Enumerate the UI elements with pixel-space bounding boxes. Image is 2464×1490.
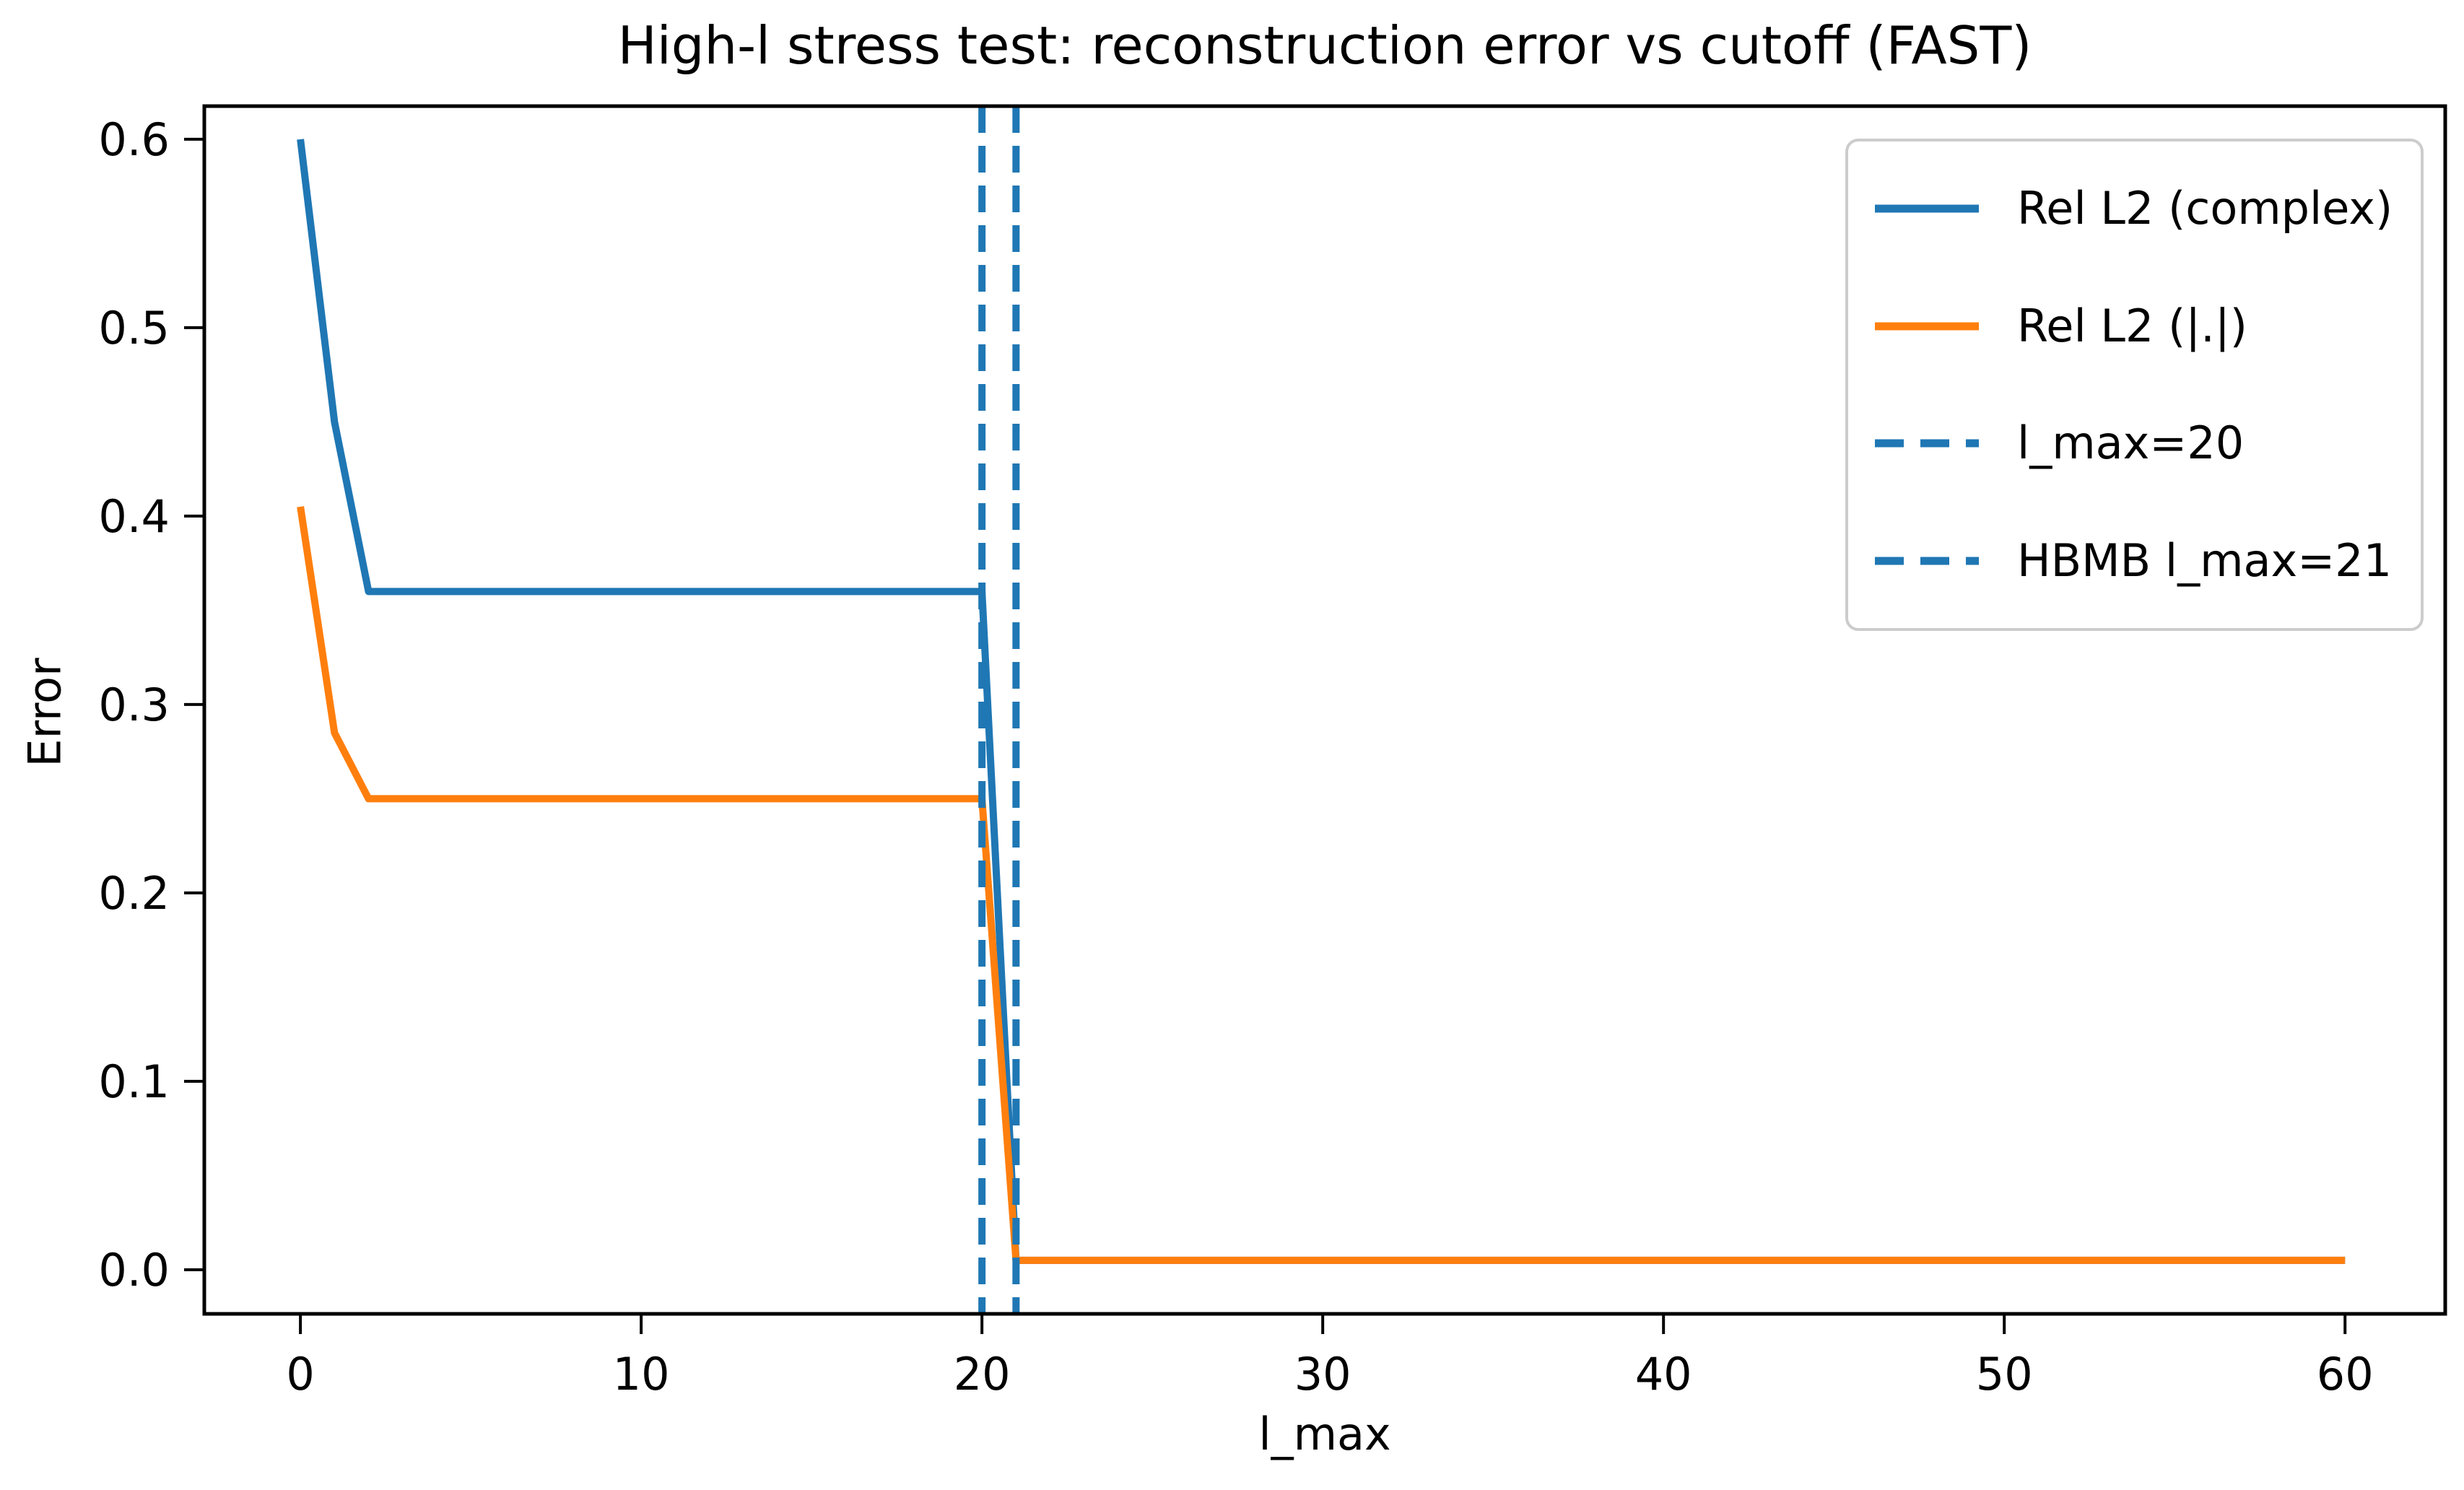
legend-item: l_max=20 xyxy=(1848,386,2421,500)
legend-label: l_max=20 xyxy=(2017,417,2245,470)
legend-item: Rel L2 (|.|) xyxy=(1848,269,2421,383)
legend-line-sample xyxy=(1875,557,1979,565)
axes-frame xyxy=(202,104,2447,1316)
legend-label: Rel L2 (complex) xyxy=(2017,182,2393,235)
x-tick-label: 50 xyxy=(1976,1348,2033,1400)
legend-line-sample xyxy=(1875,204,1979,213)
y-tick-label: 0.4 xyxy=(98,490,170,543)
legend-line-sample xyxy=(1875,439,1979,448)
series-line-rel-l2- xyxy=(297,506,2346,1264)
y-tick-label: 0.2 xyxy=(98,867,170,920)
x-tick-label: 60 xyxy=(2317,1348,2374,1400)
legend-item: HBMB l_max=21 xyxy=(1848,504,2421,618)
y-tick-label: 0.5 xyxy=(98,302,170,354)
legend: Rel L2 (complex) Rel L2 (|.|) l_max=20 H… xyxy=(1845,139,2424,631)
x-axis-label: l_max xyxy=(1258,1408,1391,1460)
x-tick-label: 10 xyxy=(613,1348,670,1400)
x-tick-label: 30 xyxy=(1294,1348,1351,1400)
legend-line-sample xyxy=(1875,322,1979,331)
x-tick-label: 0 xyxy=(286,1348,314,1400)
y-tick-label: 0.3 xyxy=(98,679,170,731)
x-tick-label: 20 xyxy=(954,1348,1011,1400)
legend-label: HBMB l_max=21 xyxy=(2017,533,2393,587)
y-axis-label: Error xyxy=(18,658,71,767)
y-tick-label: 0.6 xyxy=(98,113,170,166)
x-tick-label: 40 xyxy=(1635,1348,1692,1400)
y-tick-label: 0.0 xyxy=(98,1244,170,1297)
legend-item: Rel L2 (complex) xyxy=(1848,152,2421,266)
legend-label: Rel L2 (|.|) xyxy=(2017,299,2247,352)
y-tick-label: 0.1 xyxy=(98,1055,170,1108)
chart-title: High-l stress test: reconstruction error… xyxy=(617,15,2032,76)
